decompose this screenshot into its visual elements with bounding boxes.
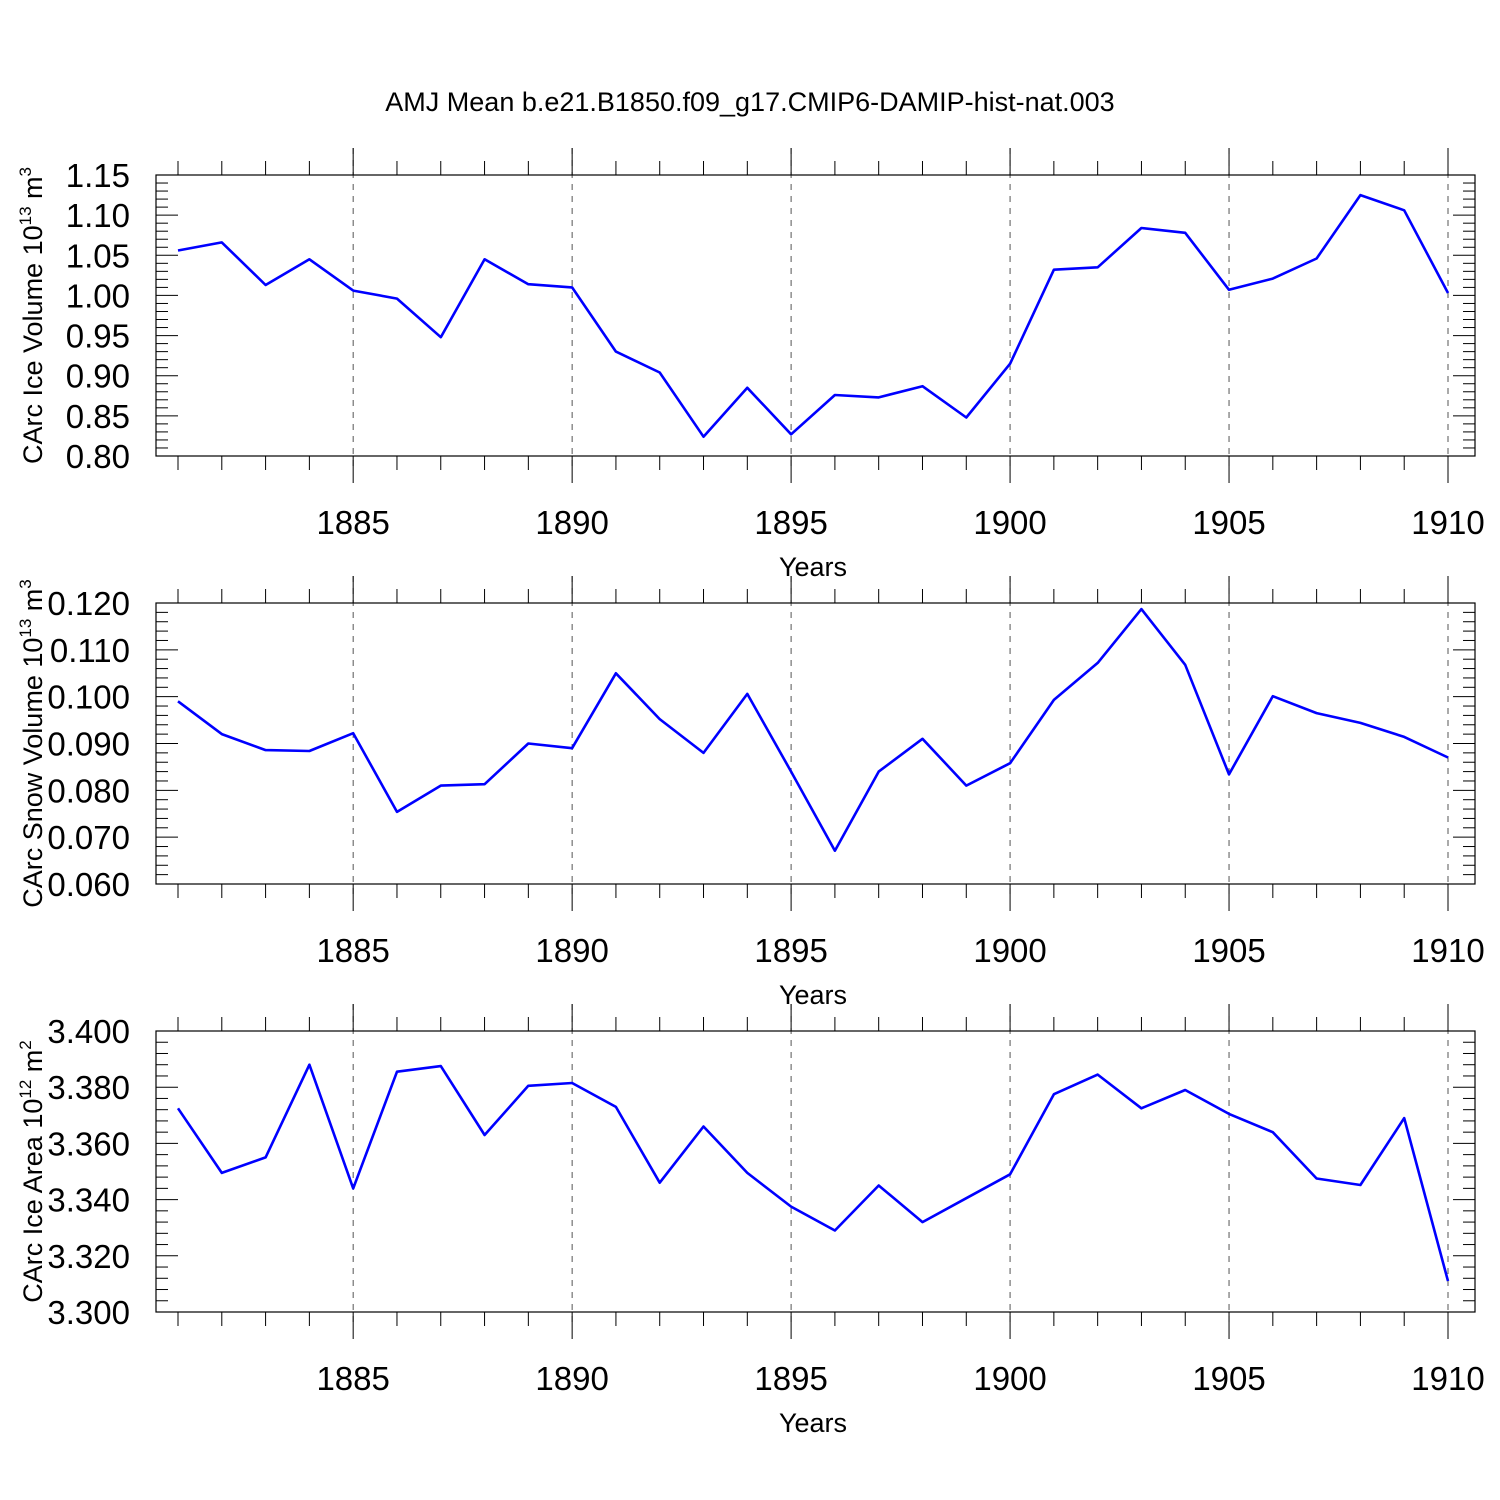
y-tick-label: 0.060	[47, 866, 130, 903]
y-tick-label: 0.080	[47, 772, 130, 809]
x-tick-label: 1905	[1192, 932, 1265, 969]
y-tick-label: 3.340	[47, 1182, 130, 1219]
y-tick-label: 1.15	[66, 157, 130, 194]
x-tick-label: 1885	[316, 932, 389, 969]
x-tick-label: 1895	[754, 504, 827, 541]
series-line	[176, 1063, 1450, 1282]
x-tick-label: 1895	[754, 1360, 827, 1397]
x-axis-label: Years	[779, 980, 847, 1010]
series-line	[177, 193, 1450, 439]
x-tick-label: 1900	[973, 1360, 1046, 1397]
y-tick-label: 0.110	[50, 632, 130, 669]
x-tick-label: 1910	[1411, 504, 1484, 541]
x-tick-label: 1885	[316, 504, 389, 541]
x-tick-label: 1890	[535, 1360, 608, 1397]
panel-snow-volume: 1885 1890 1895 1900 1905 1910 0.060 0.070 0.080 0…	[16, 576, 1485, 1010]
x-axis-label: Years	[779, 1408, 847, 1438]
y-tick-label: 0.85	[66, 398, 130, 435]
y-tick-label: 1.00	[66, 277, 130, 314]
y-tick-label: 0.090	[47, 726, 130, 763]
x-tick-label: 1910	[1411, 932, 1484, 969]
chart-title: AMJ Mean b.e21.B1850.f09_g17.CMIP6-DAMIP…	[385, 87, 1114, 117]
x-axis-label: Years	[779, 552, 847, 582]
y-tick-label: 0.90	[66, 358, 130, 395]
x-tick-label: 1890	[535, 932, 608, 969]
x-tick-label: 1900	[973, 932, 1046, 969]
x-tick-label: 1910	[1411, 1360, 1484, 1397]
y-tick-label: 3.360	[47, 1125, 130, 1162]
panel-ice-volume: 1885 1890 1895 1900 1905 1910 0.800.850.900.95…	[16, 148, 1485, 582]
x-tick-label: 1905	[1192, 504, 1265, 541]
plot-frame	[155, 602, 1476, 885]
x-tick-label: 1895	[754, 932, 827, 969]
y-tick-label: 1.05	[66, 237, 130, 274]
x-tick-label: 1890	[535, 504, 608, 541]
y-tick-label: 3.300	[47, 1294, 130, 1331]
plot-frame	[155, 1030, 1476, 1313]
y-tick-label: 3.380	[47, 1069, 130, 1106]
panel-ice-area: 1885 1890 1895 1900 1905 1910 3.300 3.320 3.340 3…	[16, 1004, 1485, 1438]
y-axis-label: CArc Ice Area 1012 m2	[16, 1040, 48, 1303]
y-tick-label: 3.400	[47, 1013, 130, 1050]
y-tick-label: 0.80	[66, 438, 130, 475]
y-tick-label: 0.100	[47, 679, 130, 716]
x-tick-label: 1905	[1192, 1360, 1265, 1397]
series-line	[177, 607, 1449, 853]
y-tick-label: 0.95	[66, 318, 130, 355]
x-tick-label: 1885	[316, 1360, 389, 1397]
y-axis-label: CArc Snow Volume 1013 m3	[16, 579, 48, 908]
y-tick-label: 1.10	[66, 197, 130, 234]
x-tick-label: 1900	[973, 504, 1046, 541]
plot-frame	[155, 174, 1476, 457]
y-axis-label: CArc Ice Volume 1013 m3	[16, 167, 48, 464]
y-tick-label: 3.320	[47, 1238, 130, 1275]
y-tick-label: 0.070	[47, 819, 130, 856]
y-tick-label: 0.120	[47, 585, 130, 622]
